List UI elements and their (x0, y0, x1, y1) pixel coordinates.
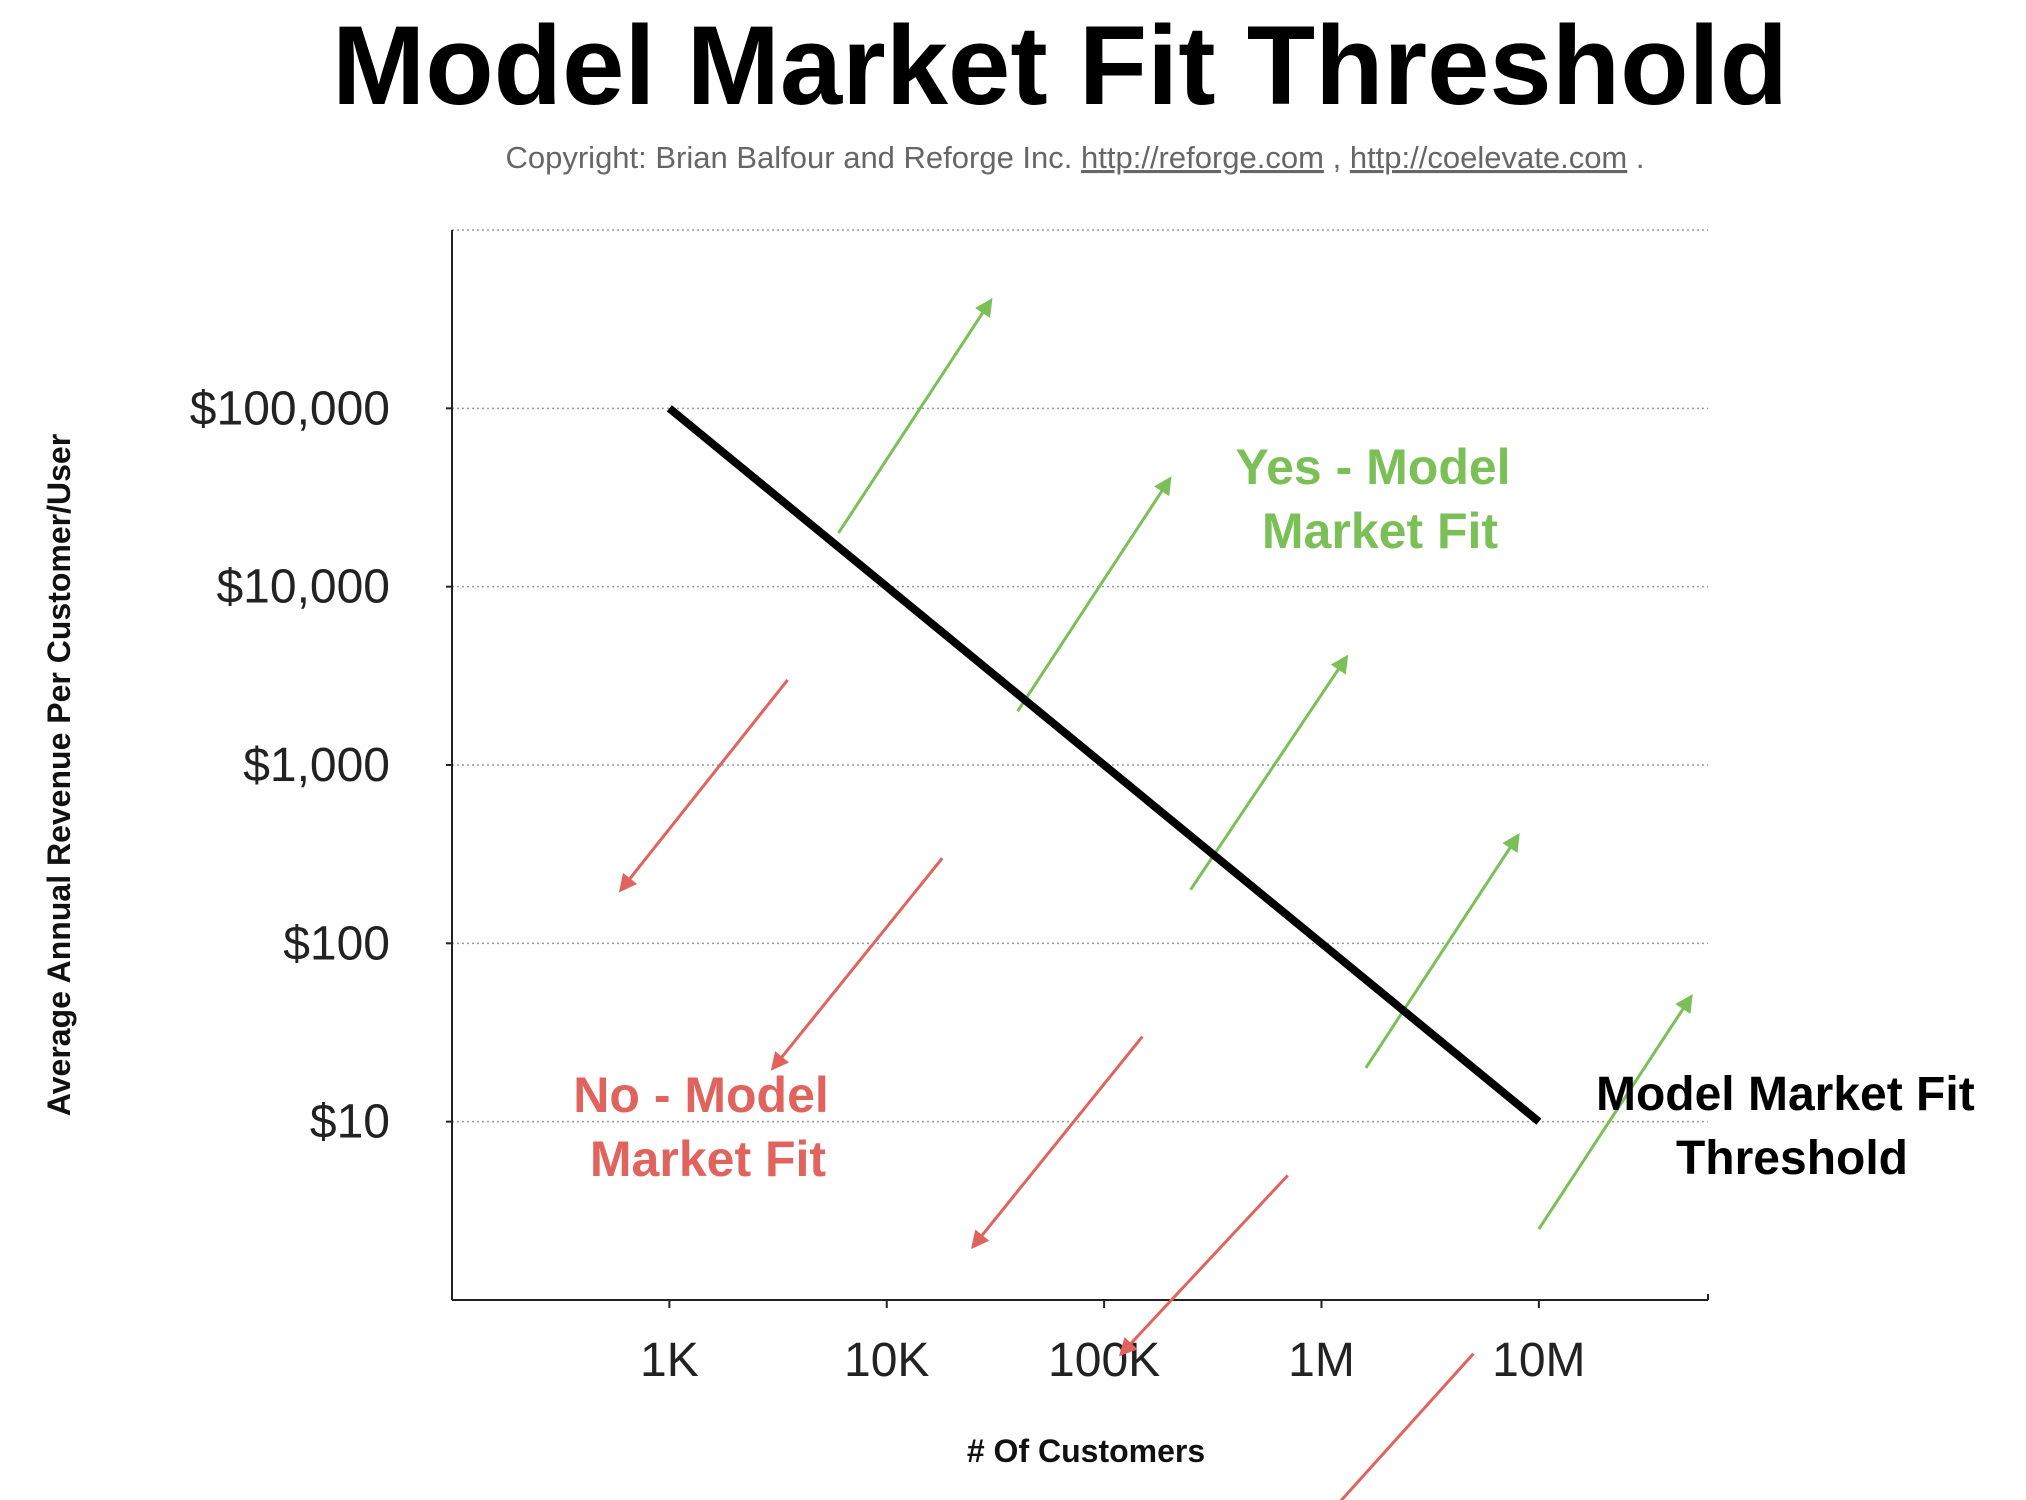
y-tick-label: $10,000 (216, 561, 390, 614)
no-direction-arrow (970, 1035, 1144, 1250)
yes-direction-arrow (837, 297, 993, 534)
chart-title: Model Market Fit Threshold (332, 3, 1788, 128)
no-direction-arrow (1339, 1352, 1475, 1500)
no-direction-arrow (618, 678, 789, 893)
tick-labels: $10 $100 $1,000 $10,000 $100,000 1K 10K 100K 1M 1… (190, 382, 1586, 1387)
yes-direction-arrow (1364, 832, 1520, 1069)
series-layer (666, 405, 1542, 1125)
yes-direction-arrow (1016, 476, 1172, 713)
grid-lines (452, 229, 1708, 1123)
direction-arrows (618, 297, 1693, 1500)
axes (446, 230, 1709, 1308)
threshold-label: Model Market Fit Threshold (1596, 1068, 1988, 1185)
x-tick-label: 1K (640, 1334, 699, 1387)
no-direction-arrow (1118, 1174, 1289, 1357)
x-axis-label: # Of Customers (967, 1433, 1205, 1469)
yes-model-market-fit-label: Yes - Model Market Fit (1236, 439, 1525, 559)
yes-direction-arrow (1189, 654, 1349, 891)
threshold-line (666, 405, 1542, 1125)
copyright-prefix: Copyright: Brian Balfour and Reforge Inc… (505, 140, 1081, 175)
x-tick-label: 100K (1048, 1334, 1160, 1387)
x-tick-label: 10K (844, 1334, 929, 1387)
copyright-separator: , (1333, 140, 1350, 175)
no-direction-arrow (770, 857, 944, 1071)
y-tick-label: $100 (283, 917, 390, 970)
y-axis-label: Average Annual Revenue Per Customer/User (41, 434, 77, 1116)
coelevate-link[interactable]: http://coelevate.com (1350, 140, 1627, 175)
reforge-link[interactable]: http://reforge.com (1081, 140, 1324, 175)
copyright-line: Copyright: Brian Balfour and Reforge Inc… (505, 140, 1644, 175)
yes-direction-arrow (1537, 994, 1693, 1230)
copyright-suffix: . (1636, 140, 1645, 175)
y-tick-label: $100,000 (190, 382, 390, 435)
y-tick-label: $10 (310, 1096, 390, 1149)
y-tick-label: $1,000 (243, 739, 390, 792)
x-tick-label: 10M (1492, 1334, 1585, 1387)
x-tick-label: 1M (1288, 1334, 1355, 1387)
no-model-market-fit-label: No - Model Market Fit (573, 1067, 842, 1187)
